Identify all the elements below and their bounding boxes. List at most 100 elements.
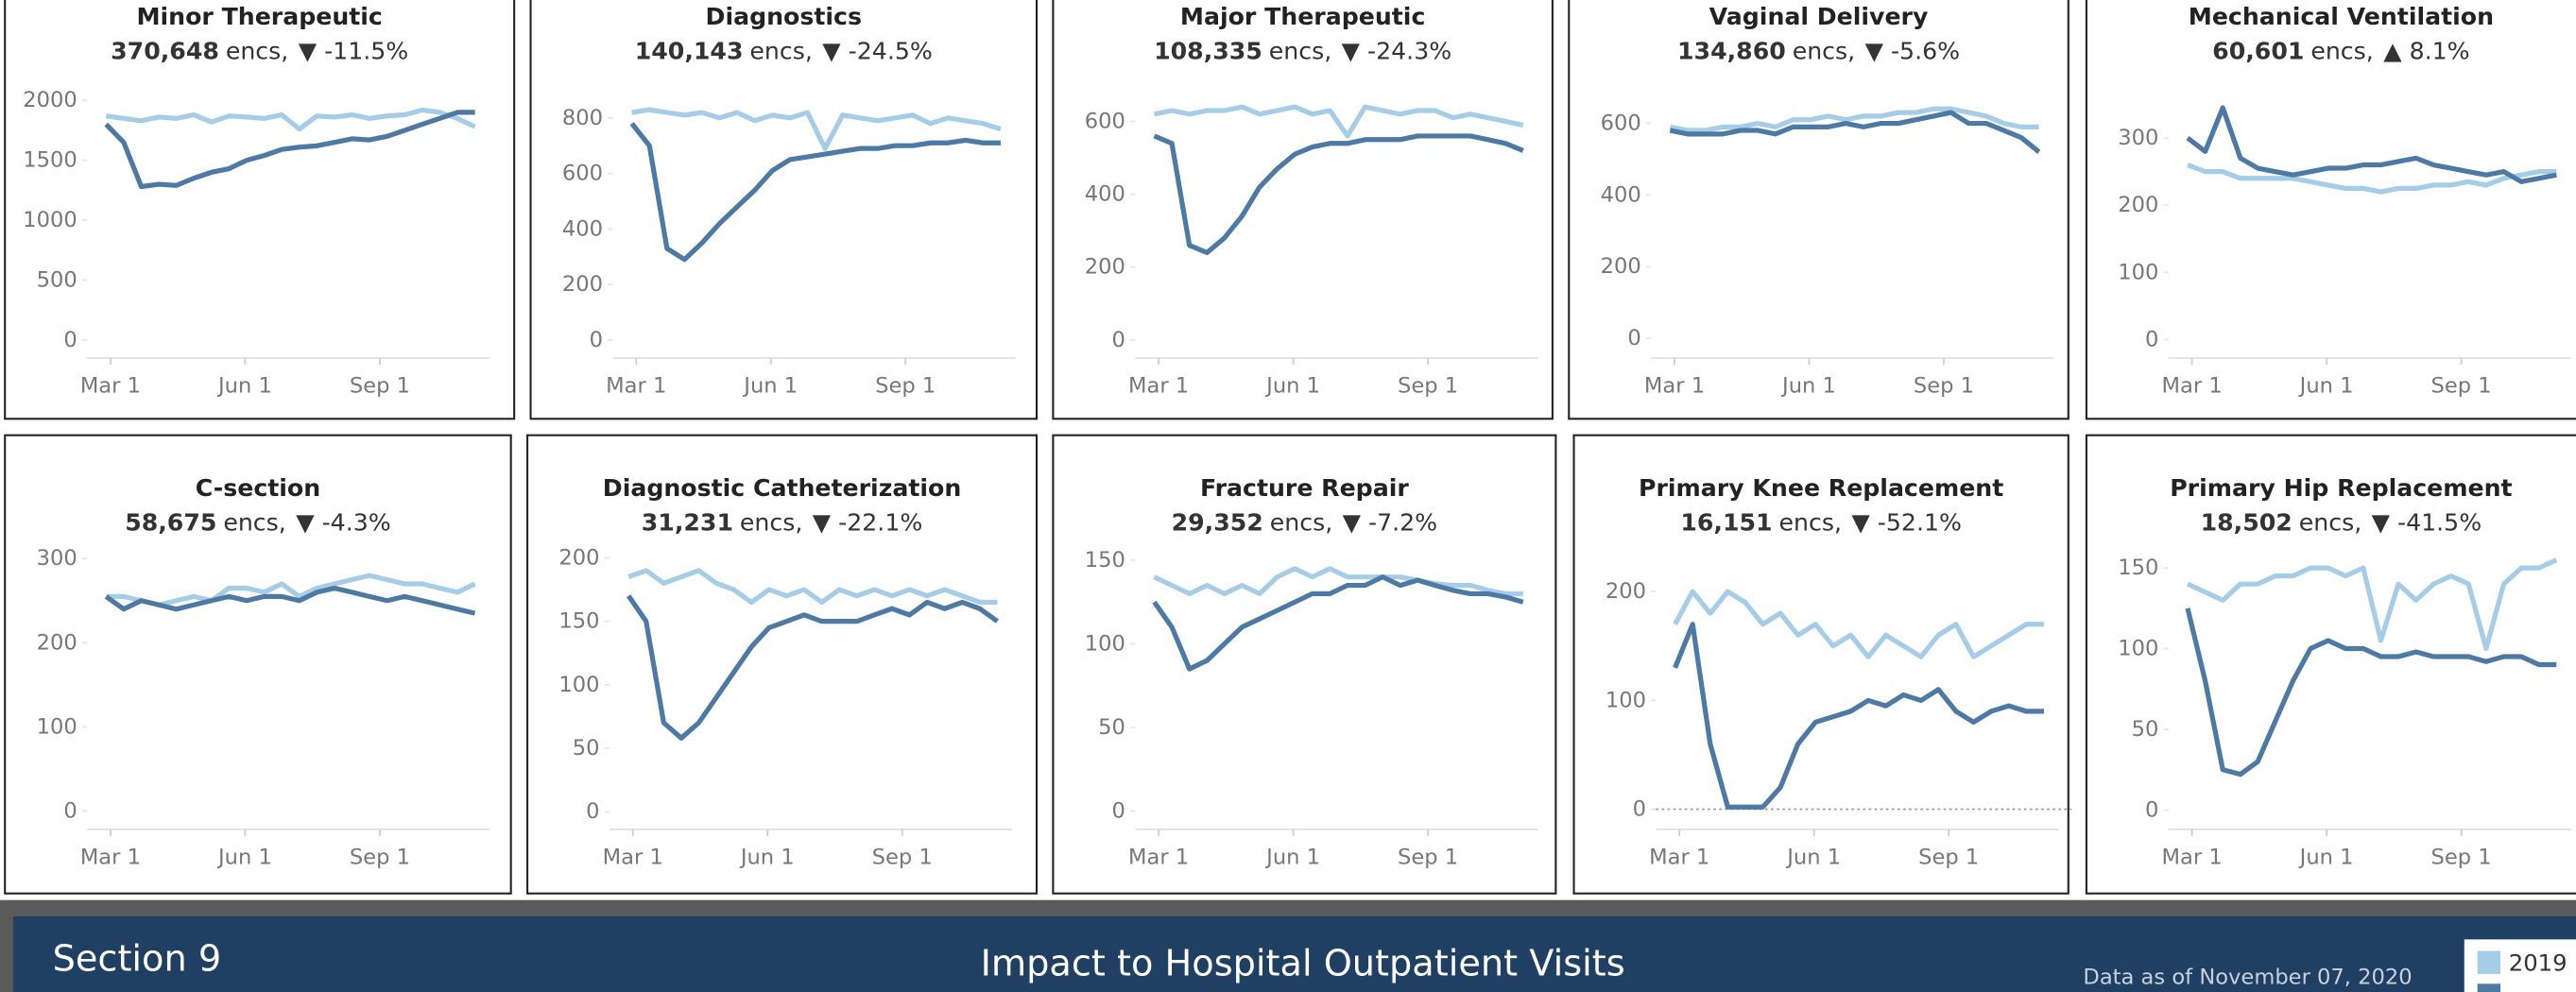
y-tick-label: 100 (37, 714, 77, 739)
series-line (1673, 622, 2044, 810)
x-tick-label: Jun 1 (1264, 845, 1320, 869)
y-tick-label: 0 (1112, 798, 1125, 823)
x-tick-label: Jun 1 (739, 845, 795, 869)
panel-border (1568, 0, 2069, 420)
chart-panel: C-section 58,675 encs, ▼ -4.3% 0 100 200 300 Mar… (4, 434, 512, 895)
panel-border (1052, 0, 1554, 420)
y-tick-label: 600 (1085, 110, 1125, 134)
y-tick-label: 200 (37, 630, 77, 655)
chart-subtitle: 60,601 encs, ▲ 8.1% (2212, 38, 2469, 65)
x-tick-label: Sep 1 (1398, 845, 1458, 869)
y-tick-label: 50 (573, 736, 600, 761)
change: ▼ -11.5% (299, 38, 408, 65)
y-tick-label: 400 (1085, 182, 1125, 207)
y-tick-label: 400 (1601, 182, 1641, 207)
y-tick-label: 50 (2132, 717, 2159, 742)
series-line (2186, 557, 2558, 652)
y-tick-label: 0 (63, 328, 77, 352)
unit: encs, (749, 38, 812, 65)
x-tick-label: Sep 1 (2431, 845, 2492, 869)
panel-border (4, 0, 516, 420)
panel-border (4, 434, 512, 895)
panel-border (529, 0, 1039, 420)
chart-subtitle: 134,860 encs, ▼ -5.6% (1677, 38, 1960, 65)
change: ▼ -41.5% (2372, 509, 2482, 537)
series-line (629, 122, 1001, 263)
chart-title: Mechanical Ventilation (2189, 3, 2494, 30)
chart-title: Fracture Repair (1200, 474, 1409, 502)
unit: encs, (1779, 509, 1842, 537)
y-tick-label: 2000 (23, 88, 77, 112)
x-tick-label: Sep 1 (1914, 373, 1974, 398)
count: 370,648 (111, 38, 219, 65)
chart-title: Diagnostics (706, 3, 862, 30)
y-tick-label: 300 (2118, 126, 2158, 150)
unit: encs, (1270, 509, 1332, 537)
series-line (1669, 106, 2039, 133)
chart-panel: Primary Hip Replacement 18,502 encs, ▼ -41.… (2085, 434, 2576, 895)
change: ▲ 8.1% (2383, 38, 2469, 65)
y-tick-label: 0 (1112, 328, 1125, 352)
chart-subtitle: 58,675 encs, ▼ -4.3% (125, 509, 391, 537)
x-tick-label: Mar 1 (603, 845, 663, 869)
y-tick-label: 150 (1085, 548, 1125, 573)
y-tick-label: 100 (1085, 631, 1125, 656)
series-line (627, 594, 999, 741)
chart-title: Minor Therapeutic (136, 3, 382, 30)
chart-panel: Diagnostics 140,143 encs, ▼ -24.5% 0 200 400 60… (529, 0, 1039, 420)
x-tick-label: Jun 1 (742, 373, 798, 398)
unit: encs, (740, 509, 802, 537)
x-tick-label: Jun 1 (1264, 373, 1320, 398)
x-tick-label: Jun 1 (2298, 373, 2354, 398)
series-line (631, 107, 1002, 151)
panel-border (526, 434, 1039, 895)
x-tick-label: Sep 1 (1918, 845, 1979, 869)
change: ▼ -22.1% (813, 509, 922, 537)
footer-title: Impact to Hospital Outpatient Visits (981, 944, 1625, 985)
unit: encs, (2310, 38, 2373, 65)
series-line (1669, 110, 2041, 154)
legend-swatch (2477, 983, 2501, 992)
series-line (2187, 162, 2557, 195)
x-tick-label: Jun 1 (1785, 845, 1841, 869)
x-tick-label: Sep 1 (875, 373, 936, 398)
panel-border (2085, 434, 2576, 895)
count: 18,502 (2201, 509, 2293, 537)
y-tick-label: 200 (1601, 254, 1641, 279)
series-line (1153, 566, 1523, 597)
series-line (1152, 574, 1524, 672)
y-tick-label: 200 (2118, 193, 2158, 217)
chart-title: Primary Hip Replacement (2170, 474, 2512, 502)
x-tick-label: Mar 1 (2162, 373, 2223, 398)
series-line (105, 107, 476, 132)
y-tick-label: 0 (2145, 327, 2158, 351)
x-tick-label: Jun 1 (216, 845, 272, 869)
series-line (627, 568, 998, 606)
x-tick-label: Mar 1 (80, 373, 141, 398)
y-tick-label: 200 (562, 272, 603, 297)
legend-label: 2019 (2509, 949, 2567, 976)
x-tick-label: Mar 1 (1128, 845, 1189, 869)
y-tick-label: 400 (562, 216, 603, 241)
chart-subtitle: 31,231 encs, ▼ -22.1% (642, 509, 923, 537)
x-tick-label: Mar 1 (606, 373, 666, 398)
chart-subtitle: 370,648 encs, ▼ -11.5% (111, 38, 408, 65)
chart-panel: Mechanical Ventilation 60,601 encs, ▲ 8.1% 0… (2085, 0, 2576, 420)
chart-subtitle: 18,502 encs, ▼ -41.5% (2201, 509, 2482, 537)
y-tick-label: 0 (1633, 797, 1646, 822)
unit: encs, (226, 38, 288, 65)
y-tick-label: 1000 (23, 208, 77, 232)
chart-title: Major Therapeutic (1180, 3, 1425, 30)
y-tick-label: 0 (2145, 797, 2158, 822)
count: 108,335 (1154, 38, 1262, 65)
unit: encs, (2299, 509, 2361, 537)
footer-band (12, 916, 2576, 992)
series-line (104, 585, 476, 616)
y-tick-label: 0 (586, 799, 599, 824)
y-tick-label: 100 (2118, 260, 2158, 284)
x-tick-label: Jun 1 (1780, 373, 1836, 398)
y-tick-label: 600 (1601, 111, 1641, 135)
y-tick-label: 200 (1606, 579, 1646, 604)
y-tick-label: 600 (562, 162, 603, 186)
